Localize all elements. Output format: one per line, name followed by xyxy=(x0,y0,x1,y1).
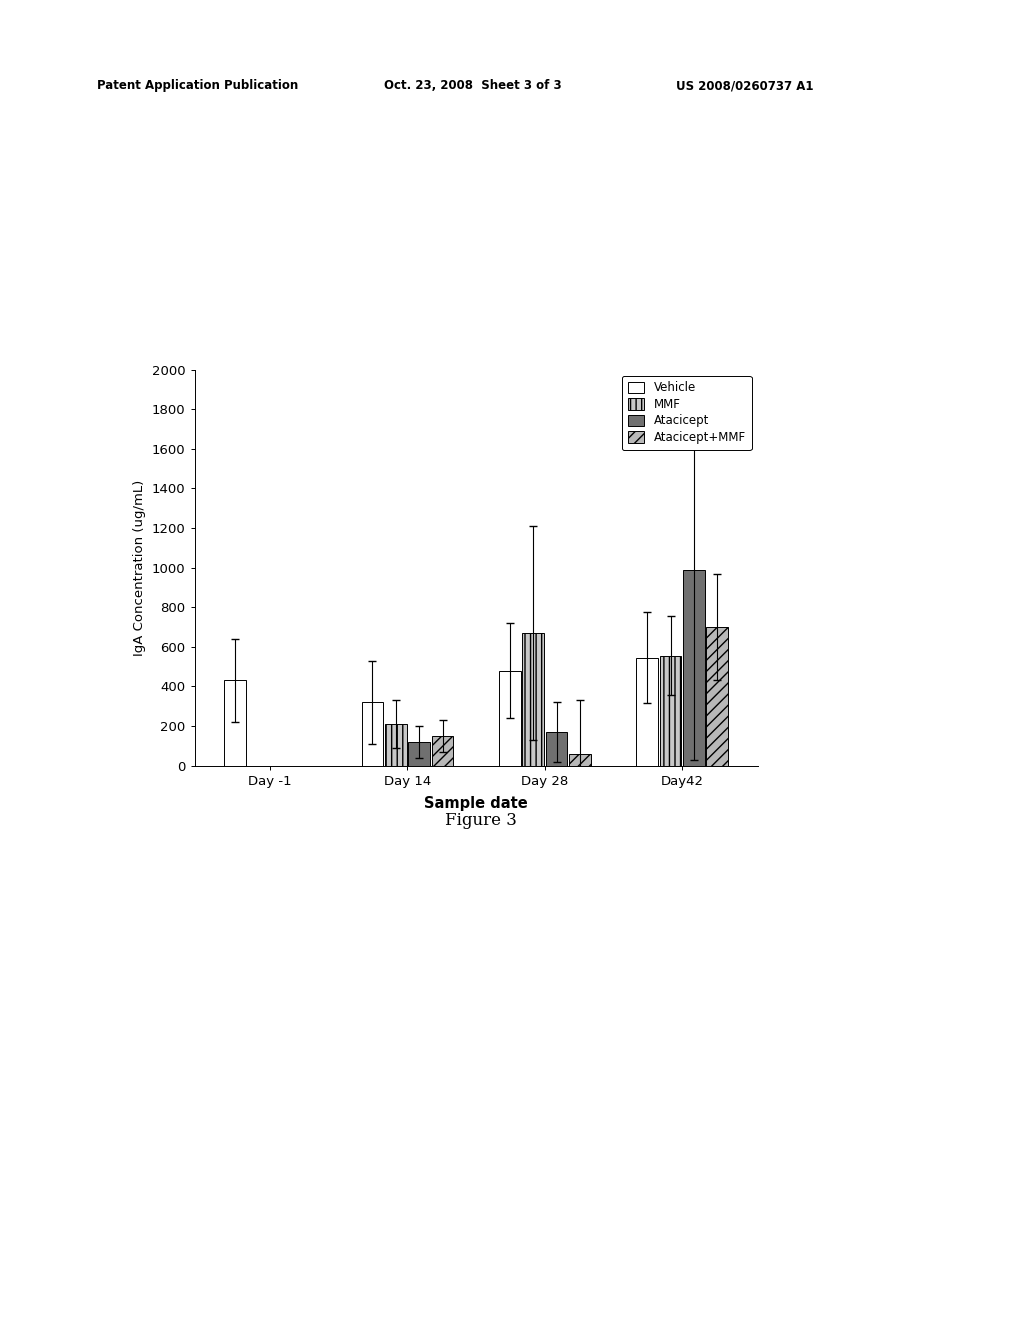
Legend: Vehicle, MMF, Atacicept, Atacicept+MMF: Vehicle, MMF, Atacicept, Atacicept+MMF xyxy=(622,375,752,450)
Bar xyxy=(499,671,520,766)
Bar xyxy=(361,702,383,766)
Text: US 2008/0260737 A1: US 2008/0260737 A1 xyxy=(676,79,813,92)
Bar xyxy=(569,754,591,766)
Text: Oct. 23, 2008  Sheet 3 of 3: Oct. 23, 2008 Sheet 3 of 3 xyxy=(384,79,561,92)
Bar xyxy=(707,627,728,766)
Text: Figure 3: Figure 3 xyxy=(445,812,517,829)
Bar xyxy=(522,634,544,766)
Text: Patent Application Publication: Patent Application Publication xyxy=(97,79,299,92)
Y-axis label: IgA Concentration (ug/mL): IgA Concentration (ug/mL) xyxy=(133,479,146,656)
Bar xyxy=(659,656,681,766)
Bar xyxy=(546,731,567,766)
Bar xyxy=(432,737,454,766)
Bar xyxy=(385,723,407,766)
Bar xyxy=(683,570,705,766)
Bar xyxy=(637,657,658,766)
Bar xyxy=(409,742,430,766)
Bar xyxy=(224,681,246,766)
X-axis label: Sample date: Sample date xyxy=(424,796,528,810)
